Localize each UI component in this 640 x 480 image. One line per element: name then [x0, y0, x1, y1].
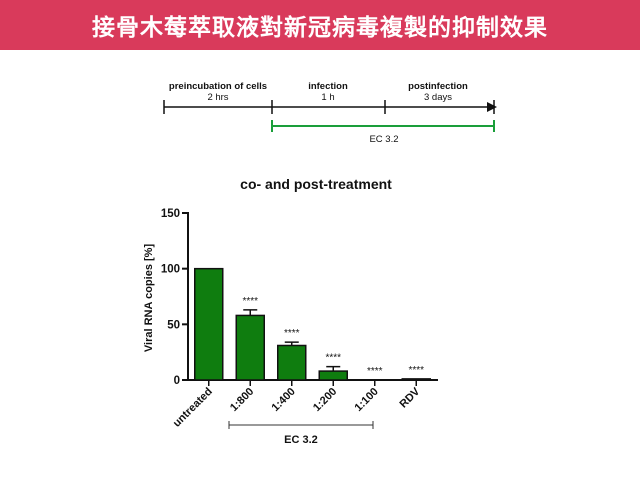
phase-duration-infection: 1 h	[321, 92, 334, 103]
y-axis-ticks: 0 50 100 150	[161, 208, 188, 387]
bar-chart: co- and post-treatment Viral RNA copies …	[143, 176, 438, 446]
chart-title: co- and post-treatment	[240, 176, 392, 192]
x-tick-label: 1:200	[311, 386, 339, 414]
x-tick-label: 1:100	[352, 386, 380, 414]
phase-name-infection: infection	[308, 81, 348, 92]
bar	[194, 267, 224, 381]
significance-label: ****	[408, 365, 424, 376]
timeline-diagram: preincubation of cells 2 hrs infection 1…	[163, 81, 497, 145]
x-tick-label: 1:400	[269, 386, 297, 414]
phase-duration-preincubation: 2 hrs	[207, 92, 228, 103]
y-tick-label: 0	[174, 375, 180, 387]
x-tick-label: RDV	[397, 385, 422, 410]
x-tick-label: 1:800	[228, 386, 256, 414]
phase-name-preincubation: preincubation of cells	[169, 81, 267, 92]
significance-label: ****	[284, 328, 300, 339]
treatment-bracket	[271, 120, 495, 132]
y-axis-label: Viral RNA copies [%]	[143, 244, 155, 353]
bar	[235, 314, 265, 381]
x-axis-labels: untreated 1:800 1:400 1:200 1:100 RDV	[171, 380, 423, 430]
bar	[401, 378, 431, 381]
phase-duration-postinfection: 3 days	[424, 92, 452, 103]
bars-group: **** **** **** **** ****	[194, 267, 431, 381]
y-tick-label: 100	[161, 264, 180, 276]
significance-label: ****	[367, 366, 383, 377]
page-title: 接骨木莓萃取液對新冠病毒複製的抑制效果	[0, 0, 640, 50]
bar	[318, 370, 348, 381]
bar	[277, 344, 307, 381]
group-bracket	[228, 421, 374, 429]
significance-label: ****	[325, 353, 341, 364]
x-tick-label: untreated	[171, 386, 215, 430]
y-tick-label: 50	[167, 319, 180, 331]
treatment-label: EC 3.2	[369, 134, 398, 145]
y-tick-label: 150	[161, 208, 180, 220]
timeline-arrowhead	[487, 102, 497, 112]
phase-name-postinfection: postinfection	[408, 81, 468, 92]
group-bracket-label: EC 3.2	[284, 434, 318, 446]
significance-label: ****	[242, 296, 258, 307]
